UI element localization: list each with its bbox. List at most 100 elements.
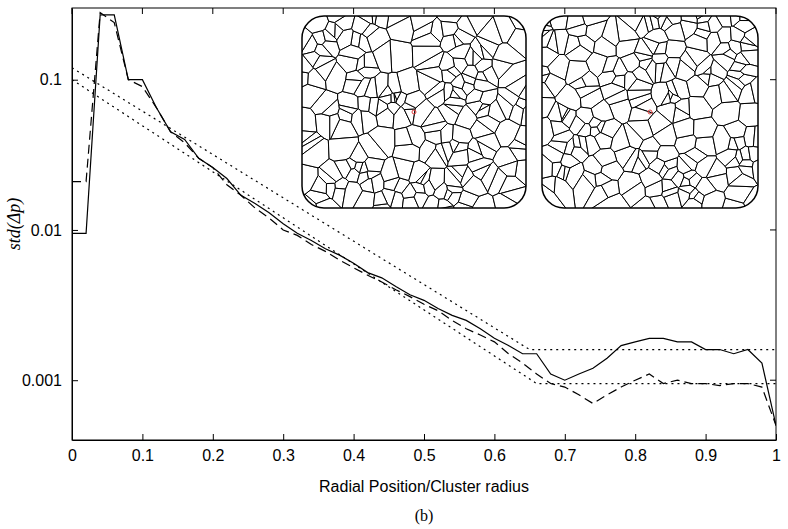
foam-cell	[694, 192, 705, 204]
foam-cell	[441, 21, 458, 36]
foam-cell	[635, 16, 648, 38]
foam-cell	[719, 81, 738, 103]
x-tick-label: 0.5	[413, 447, 435, 464]
foam-cell	[740, 36, 756, 45]
foam-cell	[493, 43, 526, 64]
y-tick-mirror	[770, 229, 776, 230]
foam-cell	[627, 90, 651, 100]
foam-cell	[462, 65, 478, 78]
foam-cell	[438, 199, 454, 208]
plot-frame	[72, 8, 776, 440]
x-tick-label: 0.3	[273, 447, 295, 464]
y-axis-title: std(Δp)	[4, 198, 25, 251]
foam-cell	[583, 170, 597, 188]
foam-cell	[661, 93, 670, 106]
foam-cell	[330, 114, 340, 140]
x-tick-mark	[776, 434, 777, 440]
x-tick-label: 1	[772, 447, 781, 464]
foam-cell	[695, 156, 716, 178]
y-tick-label: 0.01	[31, 222, 62, 239]
x-tick-label: 0.9	[695, 447, 717, 464]
x-tick-mark	[494, 434, 495, 440]
foam-cell	[542, 176, 556, 193]
foam-cell	[620, 53, 639, 72]
foam-cell	[594, 36, 617, 57]
y-tick-label: 0.1	[40, 71, 62, 88]
foam-cell	[316, 198, 343, 208]
x-tick-label: 0.7	[554, 447, 576, 464]
x-tick: 0.6	[484, 434, 506, 464]
foam-cell	[601, 180, 619, 198]
foam-cell	[411, 33, 441, 46]
foam-cell	[474, 79, 498, 92]
foam-cell	[695, 55, 713, 76]
foam-cell	[542, 152, 552, 178]
foam-cell	[604, 89, 628, 104]
x-tick-label: 0	[68, 447, 77, 464]
foam-cell	[328, 137, 358, 161]
foam-cell	[632, 157, 646, 174]
foam-cell	[386, 16, 413, 43]
foam-cell	[346, 158, 356, 169]
foam-cell	[364, 77, 377, 98]
foam-cell	[662, 166, 678, 179]
foam-cell	[477, 116, 500, 133]
x-tick-label: 0.2	[202, 447, 224, 464]
foam-cell	[381, 156, 399, 181]
foam-cell	[752, 159, 758, 185]
foam-cell	[451, 74, 465, 89]
foam-cell	[649, 16, 659, 30]
x-tick-mirror	[776, 8, 777, 14]
x-axis-title: Radial Position/Cluster radius	[319, 478, 529, 495]
foam-background	[542, 16, 758, 208]
foam-outline	[542, 16, 758, 208]
foam-cell	[713, 125, 731, 154]
x-axis-line	[73, 440, 777, 441]
foam-cell	[467, 158, 493, 172]
foam-cell	[303, 52, 320, 68]
foam-cell	[425, 149, 447, 169]
x-tick: 0.1	[132, 434, 154, 464]
foam-cell	[475, 133, 501, 152]
x-tick-mirror	[424, 8, 425, 14]
foam-center	[412, 110, 416, 114]
foam-cell	[424, 180, 435, 196]
foam-cell	[387, 102, 400, 114]
foam-cell	[611, 124, 630, 152]
y-axis-line	[72, 9, 73, 441]
foam-cell	[443, 97, 466, 106]
foam-background	[302, 16, 526, 208]
foam-cell	[555, 29, 569, 54]
x-tick-mirror	[283, 8, 284, 14]
foam-cell	[565, 45, 592, 61]
series-line	[72, 13, 776, 426]
foam-cell	[681, 16, 697, 23]
x-tick-label: 0.8	[625, 447, 647, 464]
x-tick-mirror	[494, 8, 495, 14]
y-tick-mark	[72, 230, 78, 231]
foam-cell	[685, 34, 708, 52]
x-tick: 0.4	[343, 434, 365, 464]
foam-cell	[723, 49, 737, 60]
foam-cell	[440, 35, 456, 53]
x-tick-mark	[706, 434, 707, 440]
foam-cell	[555, 84, 581, 111]
foam-cell	[565, 60, 589, 84]
foam-cell	[748, 147, 758, 163]
foam-cell	[566, 24, 587, 37]
foam-cell	[708, 16, 722, 32]
foam-cell	[319, 159, 343, 182]
foam-cell	[498, 161, 517, 176]
foam-cell	[447, 150, 468, 167]
foam-cell	[561, 154, 581, 168]
foam-cell	[302, 107, 317, 132]
foam-cell	[577, 123, 591, 136]
foam-cell	[646, 60, 656, 84]
foam-cell	[665, 23, 686, 42]
foam-cell	[514, 125, 526, 146]
foam-cell	[582, 16, 612, 26]
foam-cell	[373, 40, 392, 73]
foam-cell	[554, 177, 575, 208]
foam-cell	[653, 123, 677, 145]
foam-cell	[447, 185, 464, 192]
